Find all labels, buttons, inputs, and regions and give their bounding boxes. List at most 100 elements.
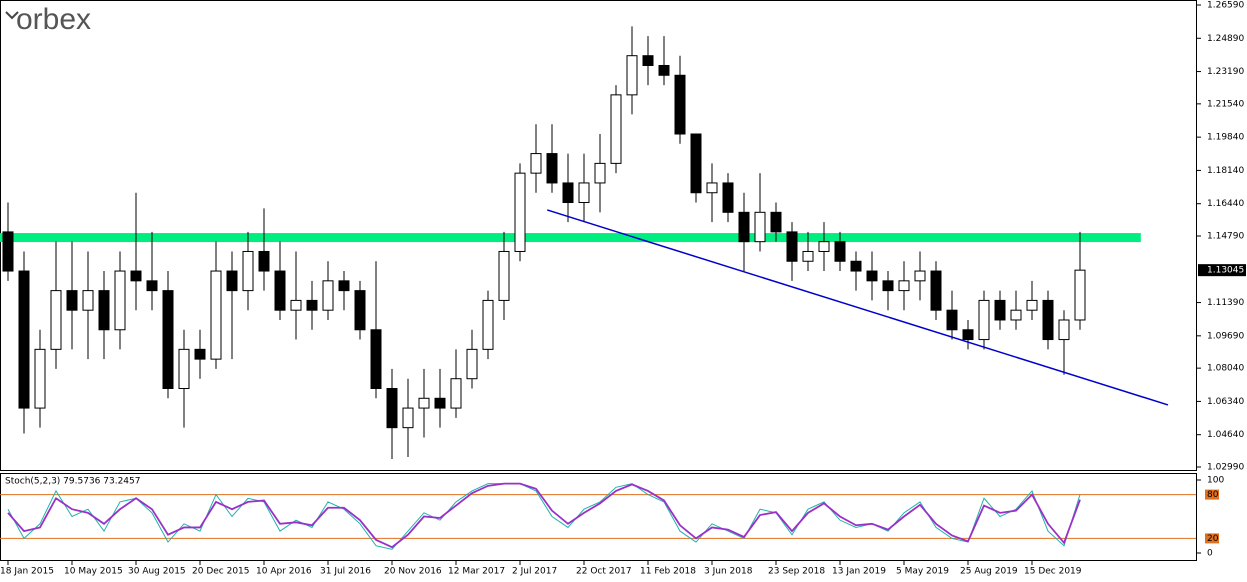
candle-body: [338, 280, 350, 292]
candle-body: [434, 397, 446, 409]
y-tick-label: 0: [1207, 549, 1213, 559]
stoch-line: [7, 483, 1081, 550]
candle-body: [322, 280, 334, 311]
candle-body: [610, 94, 622, 164]
stoch-line: [7, 482, 1081, 549]
current-price-box: [1198, 264, 1246, 277]
candle-body: [930, 270, 942, 311]
level-box: [1205, 489, 1219, 500]
x-tick-label: 30 Aug 2015: [128, 567, 186, 577]
candle-body: [1026, 299, 1038, 311]
candle-body: [834, 241, 846, 262]
candle-body: [498, 250, 510, 301]
candle-body: [882, 280, 894, 292]
y-tick-label: 1.19840: [1207, 133, 1244, 143]
y-tick-label: 1.04640: [1207, 430, 1244, 440]
candle-body: [850, 260, 862, 272]
y-tick-label: 80: [1207, 490, 1219, 500]
x-tick-label: 23 Sep 2018: [768, 567, 825, 577]
resistance-zone: [0, 233, 1141, 243]
x-tick-label: 10 Apr 2016: [256, 567, 312, 577]
candle-body: [594, 162, 606, 184]
candle-body: [914, 270, 926, 282]
candle-body: [546, 153, 558, 184]
y-tick-label: 1.21540: [1207, 99, 1244, 109]
candle-body: [274, 270, 286, 311]
candle-body: [706, 182, 718, 194]
candle-body: [818, 241, 830, 252]
candle-body: [866, 270, 878, 282]
candle-body: [178, 348, 190, 389]
candle-body: [658, 64, 670, 76]
x-tick-label: 13 Jan 2019: [832, 567, 886, 577]
candle-body: [754, 211, 766, 243]
candle-body: [34, 348, 46, 409]
x-tick-label: 18 Jan 2015: [0, 567, 54, 577]
candle-body: [114, 270, 126, 331]
y-tick-label: 1.14790: [1207, 232, 1244, 242]
candle-body: [738, 211, 750, 243]
candle-body: [562, 182, 574, 204]
candle-body: [450, 378, 462, 409]
candle-body: [514, 172, 526, 252]
candle-body: [50, 290, 62, 350]
candle-body: [82, 290, 94, 311]
x-tick-label: 5 May 2019: [896, 567, 949, 577]
y-tick-label: 1.16440: [1207, 199, 1244, 209]
y-tick-label: 1.11390: [1207, 298, 1244, 308]
candle-body: [290, 299, 302, 311]
candle-body: [978, 299, 990, 341]
x-tick-label: 12 Mar 2017: [448, 567, 505, 577]
y-tick-label: 100: [1207, 476, 1224, 486]
candle-body: [226, 270, 238, 292]
stoch-panel-frame: [0, 473, 1197, 561]
candle-body: [466, 348, 478, 380]
candle-body: [786, 231, 798, 262]
candle-body: [386, 387, 398, 429]
candle-body: [722, 182, 734, 213]
y-tick-label: 1.06340: [1207, 397, 1244, 407]
candle-body: [1042, 299, 1054, 341]
candle-body: [258, 250, 270, 272]
candle-body: [674, 74, 686, 135]
y-tick-label: 20: [1207, 534, 1219, 544]
candle-body: [1074, 269, 1086, 321]
candle-body: [162, 290, 174, 389]
logo-mark: [5, 11, 19, 20]
x-tick-label: 20 Dec 2015: [192, 567, 250, 577]
y-tick-label: 1.08040: [1207, 364, 1244, 374]
candle-body: [898, 280, 910, 292]
candle-body: [802, 250, 814, 262]
candle-body: [1010, 309, 1022, 321]
trendline: [546, 209, 1169, 406]
candle-body: [578, 182, 590, 204]
x-tick-label: 15 Dec 2019: [1024, 567, 1082, 577]
y-tick-label: 1.26590: [1207, 1, 1244, 11]
level-box: [1205, 533, 1219, 544]
candle-body: [946, 309, 958, 331]
stoch-title: Stoch(5,2,3) 79.5736 73.2457: [5, 477, 140, 487]
candle-body: [194, 348, 206, 360]
candle-body: [402, 407, 414, 429]
x-tick-label: 10 May 2015: [64, 567, 123, 577]
current-price-label: 1.13045: [1207, 266, 1244, 276]
candle-body: [690, 133, 702, 194]
candle-body: [130, 270, 142, 282]
y-tick-label: 1.02990: [1207, 463, 1244, 473]
candle-body: [210, 270, 222, 360]
candle-body: [530, 153, 542, 174]
candle-body: [18, 270, 30, 409]
x-tick-label: 20 Nov 2016: [384, 567, 442, 577]
candle-body: [146, 280, 158, 292]
candle-body: [2, 231, 14, 272]
candle-body: [306, 299, 318, 311]
candle-body: [370, 329, 382, 389]
y-tick-label: 1.09690: [1207, 331, 1244, 341]
candle-body: [354, 290, 366, 331]
candle-body: [962, 329, 974, 341]
candle-body: [418, 397, 430, 409]
x-tick-label: 31 Jul 2016: [320, 567, 371, 577]
candle-body: [98, 290, 110, 331]
y-tick-label: 1.18140: [1207, 166, 1244, 176]
